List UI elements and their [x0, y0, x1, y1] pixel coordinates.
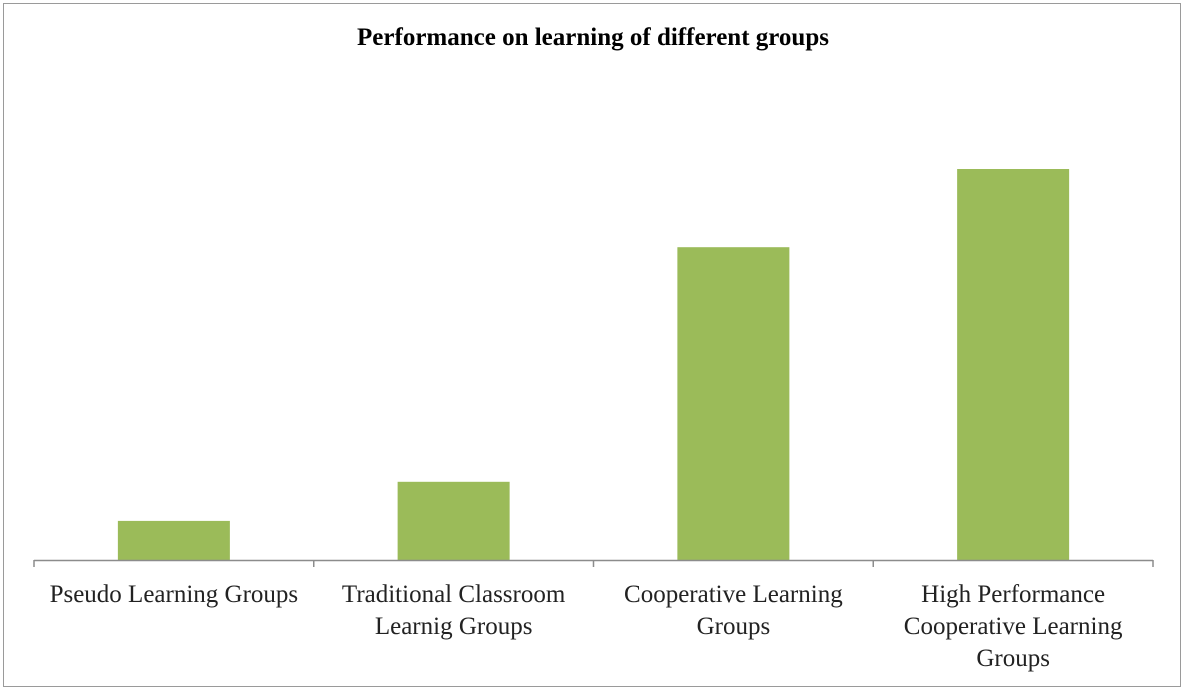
bar-2 — [677, 247, 790, 560]
category-label-0: Pseudo Learning Groups — [50, 581, 299, 608]
bar-1 — [397, 481, 510, 560]
chart-title: Performance on learning of different gro… — [357, 24, 829, 51]
bar-0 — [117, 520, 230, 560]
category-label-2: Cooperative Learning Groups — [624, 581, 843, 640]
category-label-3: High Performance Cooperative Learning Grou… — [904, 581, 1123, 672]
bar-3 — [957, 169, 1070, 560]
category-label-1: Traditional Classroom Learnig Groups — [342, 581, 566, 640]
